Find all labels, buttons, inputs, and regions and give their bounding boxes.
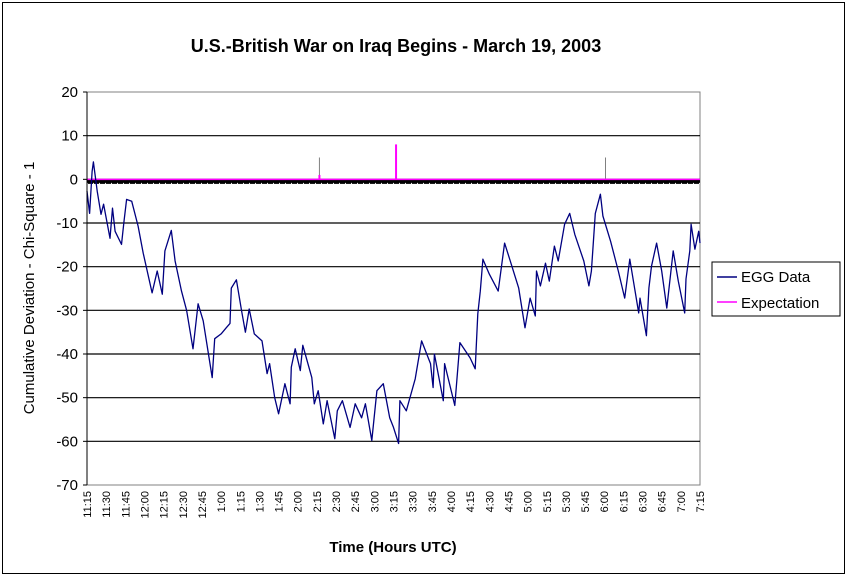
x-tick-label: 1:30 (254, 491, 266, 512)
x-tick-label: 5:15 (542, 491, 554, 512)
x-tick-label: 3:00 (369, 491, 381, 512)
x-tick-label: 3:30 (408, 491, 420, 512)
x-tick-label: 11:15 (82, 491, 94, 518)
x-tick-label: 11:30 (101, 491, 113, 518)
y-tick-label: 20 (61, 84, 78, 101)
x-tick-label: 5:30 (561, 491, 573, 512)
x-tick-label: 12:00 (139, 491, 151, 519)
x-axis-label: Time (Hours UTC) (329, 539, 456, 556)
x-tick-label: 7:15 (695, 491, 707, 512)
y-axis-label: Cumulative Deviation - Chi-Square - 1 (21, 162, 38, 415)
x-tick-label: 6:15 (618, 491, 630, 512)
x-tick-label: 7:00 (676, 491, 688, 512)
x-tick-label: 4:30 (484, 491, 496, 512)
x-tick-label: 4:45 (503, 491, 515, 512)
x-tick-label: 5:45 (580, 491, 592, 512)
legend: EGG Data Expectation (711, 261, 841, 317)
y-tick-label: -30 (56, 302, 78, 319)
x-tick-label: 3:15 (389, 491, 401, 512)
x-tick-label: 3:45 (427, 491, 439, 512)
x-tick-label: 1:45 (274, 491, 286, 512)
x-tick-label: 4:00 (446, 491, 458, 512)
x-tick-label: 2:00 (293, 491, 305, 512)
y-tick-label: -60 (56, 433, 78, 450)
x-tick-label: 4:15 (465, 491, 477, 512)
x-tick-label: 11:45 (120, 491, 132, 518)
y-tick-label: 0 (70, 171, 78, 188)
x-tick-label: 2:30 (331, 491, 343, 512)
y-tick-label: -20 (56, 259, 78, 276)
x-tick-label: 6:30 (638, 491, 650, 512)
x-tick-label: 5:00 (523, 491, 535, 512)
x-tick-label: 12:15 (159, 491, 171, 519)
x-tick-label: 6:00 (599, 491, 611, 512)
legend-label-egg: EGG Data (741, 269, 811, 286)
x-tick-label: 2:45 (350, 491, 362, 512)
legend-label-expectation: Expectation (741, 295, 819, 312)
y-tick-label: -50 (56, 390, 78, 407)
egg-data-line (86, 161, 701, 445)
x-tick-label: 2:15 (312, 491, 324, 512)
y-tick-label: -10 (56, 215, 78, 232)
x-tick-label: 6:45 (657, 491, 669, 512)
x-tick-label: 1:00 (216, 491, 228, 512)
y-tick-label: -70 (56, 477, 78, 494)
y-tick-label: 10 (61, 128, 78, 145)
plot-area (86, 91, 701, 486)
x-tick-label: 12:45 (197, 491, 209, 519)
x-tick-label: 12:30 (178, 491, 190, 519)
y-tick-label: -40 (56, 346, 78, 363)
chart-title: U.S.-British War on Iraq Begins - March … (191, 36, 601, 56)
legend-box (711, 261, 841, 317)
x-tick-label: 1:15 (235, 491, 247, 512)
